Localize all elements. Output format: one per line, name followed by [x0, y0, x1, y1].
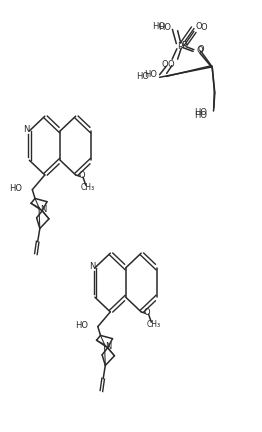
Text: O: O	[197, 47, 203, 55]
Text: N: N	[105, 342, 112, 351]
Text: N: N	[24, 125, 30, 133]
Text: HO: HO	[194, 108, 208, 117]
Text: HO: HO	[152, 22, 165, 31]
Text: P: P	[177, 42, 182, 51]
Text: HO: HO	[9, 184, 23, 193]
Text: CH₃: CH₃	[146, 320, 161, 329]
Text: HO: HO	[75, 321, 88, 330]
Text: N: N	[40, 205, 46, 214]
Text: P: P	[181, 41, 186, 50]
Text: CH₃: CH₃	[81, 183, 95, 192]
Text: O: O	[195, 22, 202, 31]
Text: HO: HO	[194, 111, 207, 120]
Text: O: O	[144, 308, 150, 317]
Text: O: O	[201, 23, 207, 32]
Text: O: O	[78, 172, 85, 180]
Text: HO: HO	[144, 70, 157, 79]
Text: O: O	[167, 60, 174, 69]
Text: HO: HO	[158, 23, 171, 32]
Text: O: O	[198, 45, 204, 54]
Text: HO: HO	[137, 72, 150, 80]
Text: N: N	[89, 262, 95, 270]
Text: O: O	[161, 60, 168, 69]
